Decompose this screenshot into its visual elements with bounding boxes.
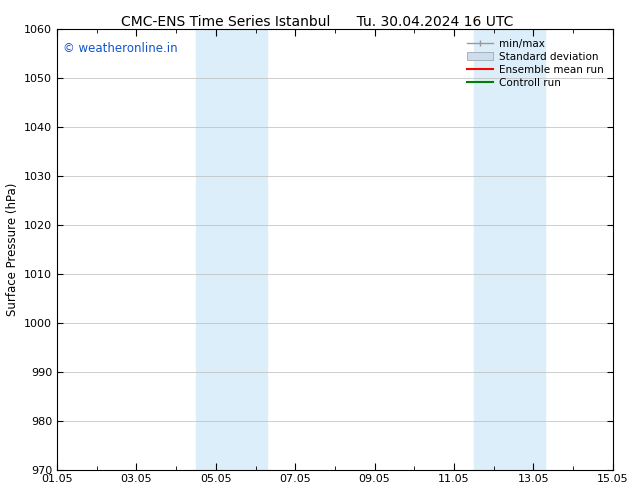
Legend: min/max, Standard deviation, Ensemble mean run, Controll run: min/max, Standard deviation, Ensemble me… (463, 34, 607, 92)
Bar (474, 29, 545, 469)
Text: © weatheronline.in: © weatheronline.in (63, 42, 178, 55)
Y-axis label: Surface Pressure (hPa): Surface Pressure (hPa) (6, 183, 18, 316)
Bar (196, 29, 268, 469)
Text: CMC-ENS Time Series Istanbul      Tu. 30.04.2024 16 UTC: CMC-ENS Time Series Istanbul Tu. 30.04.2… (121, 15, 513, 29)
